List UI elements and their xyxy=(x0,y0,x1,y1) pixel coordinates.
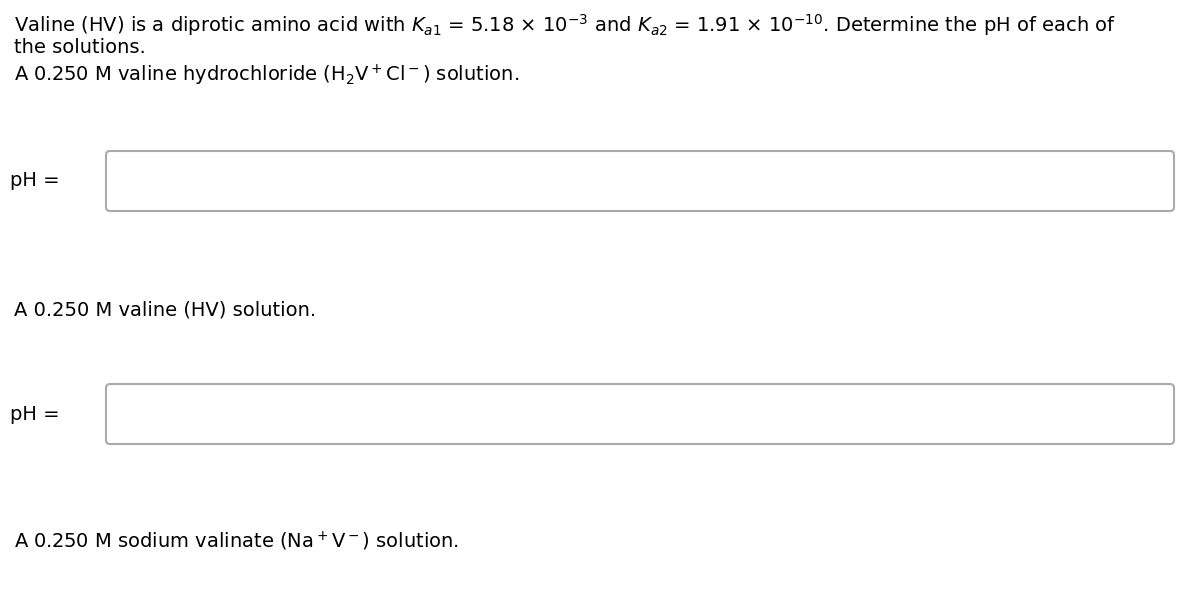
Text: A 0.250 M sodium valinate (Na$^+$V$^-$) solution.: A 0.250 M sodium valinate (Na$^+$V$^-$) … xyxy=(14,530,460,553)
Text: A 0.250 M valine (HV) solution.: A 0.250 M valine (HV) solution. xyxy=(14,300,316,319)
Text: Valine (HV) is a diprotic amino acid with $K_{a1}$ = 5.18 × 10$^{-3}$ and $K_{a2: Valine (HV) is a diprotic amino acid wit… xyxy=(14,12,1116,38)
FancyBboxPatch shape xyxy=(106,151,1174,211)
Text: pH =: pH = xyxy=(10,171,60,190)
Text: pH =: pH = xyxy=(10,405,60,423)
Text: the solutions.: the solutions. xyxy=(14,38,145,57)
FancyBboxPatch shape xyxy=(106,384,1174,444)
Text: A 0.250 M valine hydrochloride (H$_2$V$^+$Cl$^-$) solution.: A 0.250 M valine hydrochloride (H$_2$V$^… xyxy=(14,63,520,88)
